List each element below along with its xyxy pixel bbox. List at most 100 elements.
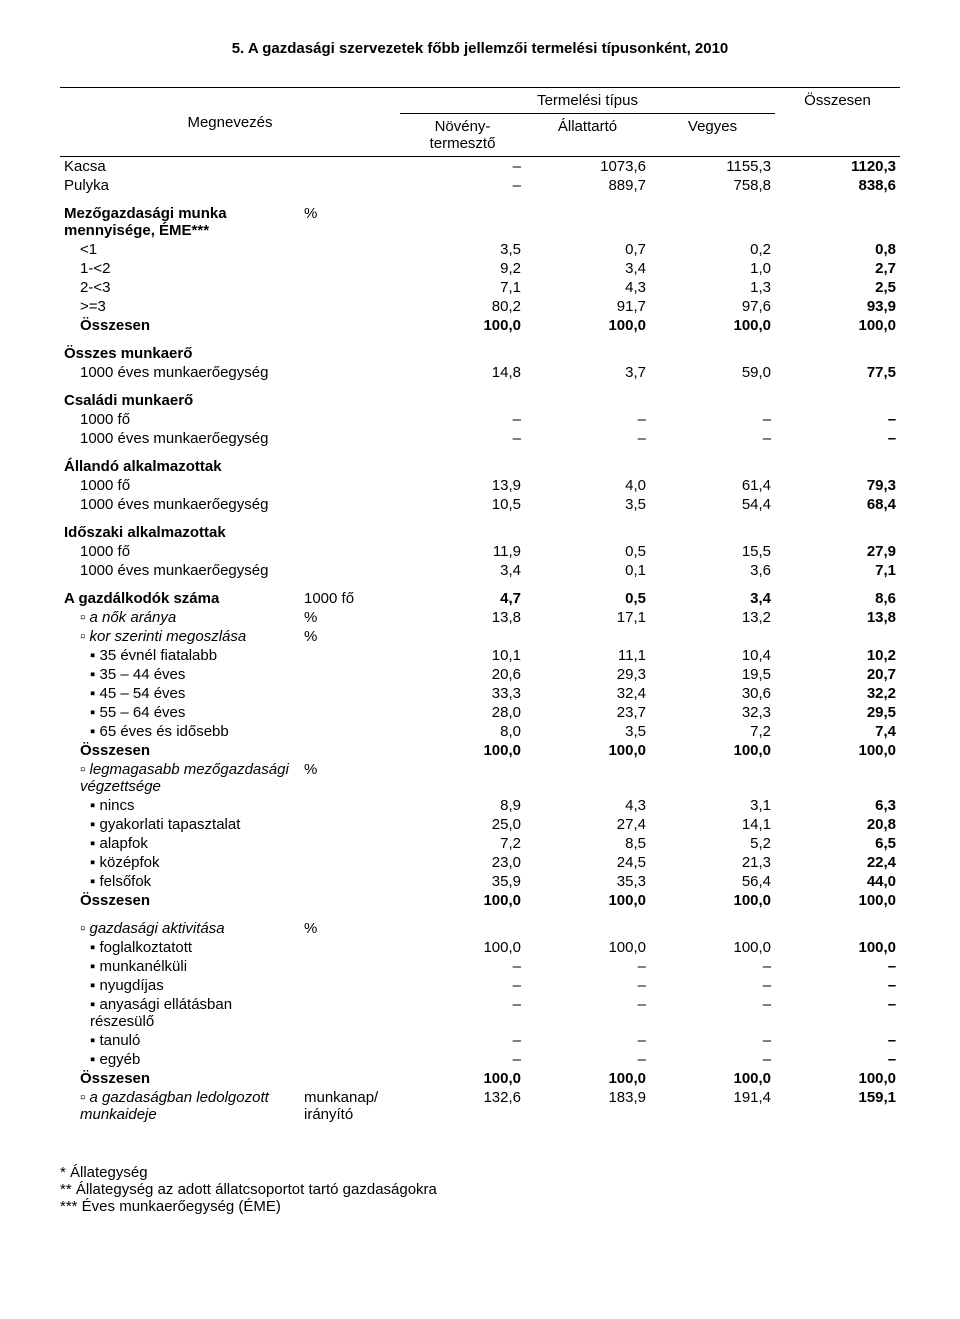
row-value: 29,3: [525, 665, 650, 684]
row-value: 100,0: [650, 1069, 775, 1088]
row-value: 3,5: [400, 240, 525, 259]
row-value: –: [400, 176, 525, 195]
table-row: 1000 éves munkaerőegység3,40,13,67,1: [60, 561, 900, 580]
row-label: ▪ 55 – 64 éves: [60, 703, 300, 722]
row-total: [775, 448, 900, 476]
row-value: –: [650, 429, 775, 448]
row-unit: %: [300, 760, 400, 796]
row-unit: [300, 240, 400, 259]
row-value: 0,5: [525, 542, 650, 561]
row-unit: munkanap/ irányító: [300, 1088, 400, 1124]
row-unit: [300, 891, 400, 910]
table-row: 1000 éves munkaerőegység14,83,759,077,5: [60, 363, 900, 382]
table-row: ▪ nyugdíjas––––: [60, 976, 900, 995]
row-total: 29,5: [775, 703, 900, 722]
table-row: Pulyka–889,7758,8838,6: [60, 176, 900, 195]
row-total: 2,7: [775, 259, 900, 278]
row-unit: [300, 429, 400, 448]
row-label: Összesen: [60, 741, 300, 760]
table-row: 1000 éves munkaerőegység10,53,554,468,4: [60, 495, 900, 514]
row-value: 27,4: [525, 815, 650, 834]
row-total: 20,8: [775, 815, 900, 834]
row-total: –: [775, 410, 900, 429]
row-value: [400, 335, 525, 363]
row-unit: %: [300, 608, 400, 627]
row-value: 0,2: [650, 240, 775, 259]
table-row: >=380,291,797,693,9: [60, 297, 900, 316]
row-value: 1,0: [650, 259, 775, 278]
row-label: Összesen: [60, 891, 300, 910]
row-label: Állandó alkalmazottak: [60, 448, 300, 476]
table-row: ▪ tanuló––––: [60, 1031, 900, 1050]
row-value: –: [525, 1031, 650, 1050]
row-label: 1000 éves munkaerőegység: [60, 495, 300, 514]
table-row: 1-<29,23,41,02,7: [60, 259, 900, 278]
row-value: 4,0: [525, 476, 650, 495]
row-value: 7,2: [400, 834, 525, 853]
row-value: 13,8: [400, 608, 525, 627]
table-row: ▪ nincs8,94,33,16,3: [60, 796, 900, 815]
row-value: 889,7: [525, 176, 650, 195]
row-label: 1000 éves munkaerőegység: [60, 429, 300, 448]
row-unit: [300, 646, 400, 665]
row-total: 100,0: [775, 741, 900, 760]
table-row: ▪ 45 – 54 éves33,332,430,632,2: [60, 684, 900, 703]
row-label: ▪ 35 – 44 éves: [60, 665, 300, 684]
row-value: 132,6: [400, 1088, 525, 1124]
row-total: 6,3: [775, 796, 900, 815]
row-unit: [300, 561, 400, 580]
row-value: 100,0: [400, 1069, 525, 1088]
row-value: 5,2: [650, 834, 775, 853]
row-value: [400, 760, 525, 796]
row-label: ▪ foglalkoztatott: [60, 938, 300, 957]
row-total: 100,0: [775, 938, 900, 957]
row-total: –: [775, 976, 900, 995]
row-unit: [300, 1050, 400, 1069]
row-value: [525, 335, 650, 363]
row-unit: [300, 176, 400, 195]
row-label: >=3: [60, 297, 300, 316]
table-row: Állandó alkalmazottak: [60, 448, 900, 476]
table-row: ▫ a nők aránya%13,817,113,213,8: [60, 608, 900, 627]
row-value: 100,0: [400, 891, 525, 910]
row-label: ▫ a nők aránya: [60, 608, 300, 627]
row-value: –: [400, 1031, 525, 1050]
row-value: 10,4: [650, 646, 775, 665]
row-value: –: [650, 957, 775, 976]
row-unit: [300, 665, 400, 684]
row-value: 100,0: [400, 938, 525, 957]
row-value: 15,5: [650, 542, 775, 561]
table-row: 1000 fő11,90,515,527,9: [60, 542, 900, 561]
row-value: 3,5: [525, 495, 650, 514]
table-row: ▪ felsőfok35,935,356,444,0: [60, 872, 900, 891]
table-row: 1000 fő––––: [60, 410, 900, 429]
row-value: 30,6: [650, 684, 775, 703]
row-label: ▪ 65 éves és idősebb: [60, 722, 300, 741]
row-value: 54,4: [650, 495, 775, 514]
row-total: –: [775, 1031, 900, 1050]
table-row: Kacsa–1073,61155,31120,3: [60, 157, 900, 177]
row-value: –: [400, 957, 525, 976]
row-value: 10,5: [400, 495, 525, 514]
row-unit: [300, 495, 400, 514]
row-value: [525, 910, 650, 938]
row-total: 8,6: [775, 580, 900, 608]
row-label: Kacsa: [60, 157, 300, 177]
row-value: 20,6: [400, 665, 525, 684]
row-label: ▫ a gazdaságban ledolgozott munkaideje: [60, 1088, 300, 1124]
row-label: Összesen: [60, 1069, 300, 1088]
col-termelesi-tipus: Termelési típus: [400, 88, 775, 114]
row-value: –: [525, 976, 650, 995]
row-label: ▪ egyéb: [60, 1050, 300, 1069]
row-value: 758,8: [650, 176, 775, 195]
row-value: 4,3: [525, 796, 650, 815]
row-unit: [300, 995, 400, 1031]
table-row: A gazdálkodók száma1000 fő4,70,53,48,6: [60, 580, 900, 608]
row-total: 27,9: [775, 542, 900, 561]
row-value: 14,8: [400, 363, 525, 382]
row-value: [525, 448, 650, 476]
table-row: Mezőgazdasági munka mennyisége, ÉME***%: [60, 195, 900, 240]
row-total: [775, 514, 900, 542]
table-row: ▪ egyéb––––: [60, 1050, 900, 1069]
table-row: ▪ alapfok7,28,55,26,5: [60, 834, 900, 853]
